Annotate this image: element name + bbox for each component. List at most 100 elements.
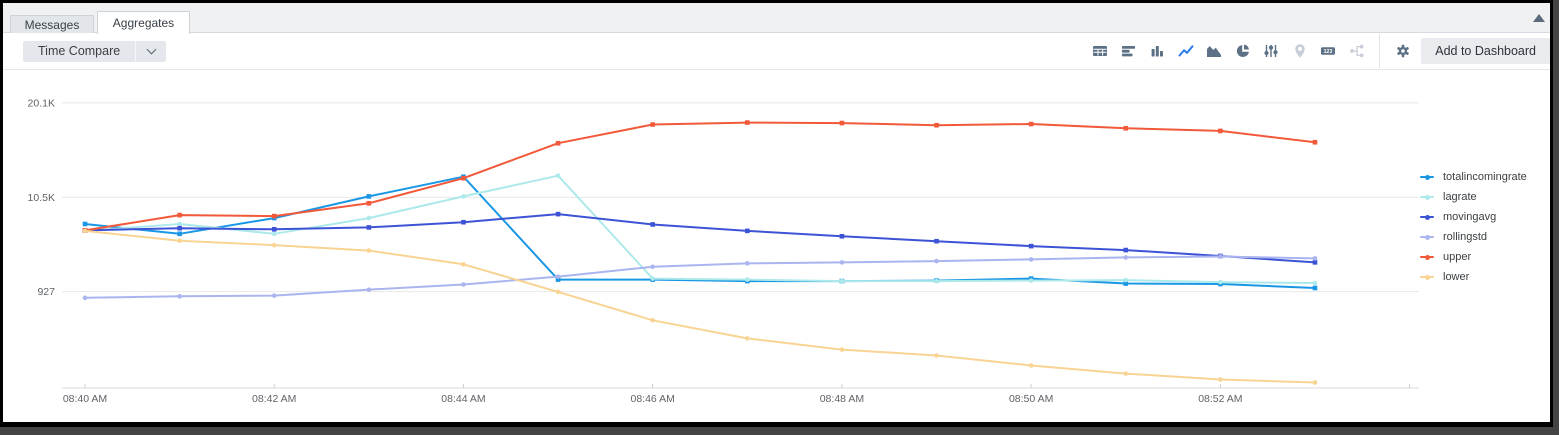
data-point-lagrate[interactable] xyxy=(1123,277,1129,283)
data-point-lagrate[interactable] xyxy=(461,194,466,199)
map-pin-icon[interactable] xyxy=(1288,39,1312,63)
data-point-lower[interactable] xyxy=(1123,371,1129,376)
data-point-rollingstd[interactable] xyxy=(1028,257,1034,262)
legend-item-upper[interactable]: upper xyxy=(1420,247,1527,267)
data-point-rollingstd[interactable] xyxy=(650,264,655,270)
data-point-upper[interactable] xyxy=(271,213,277,219)
cluster-icon[interactable] xyxy=(1345,39,1369,63)
data-point-lower[interactable] xyxy=(934,353,939,358)
data-point-lower[interactable] xyxy=(1218,377,1223,382)
data-point-rollingstd[interactable] xyxy=(271,293,277,298)
data-point-rollingstd[interactable] xyxy=(177,294,182,299)
data-point-lagrate[interactable] xyxy=(366,215,372,221)
collapse-panel-icon[interactable] xyxy=(1533,14,1545,22)
series-line-rollingstd[interactable] xyxy=(84,255,1316,299)
area-chart-icon[interactable] xyxy=(1202,39,1226,63)
data-point-movingavg[interactable] xyxy=(177,225,182,231)
data-point-movingavg[interactable] xyxy=(839,233,845,239)
data-point-movingavg[interactable] xyxy=(1123,247,1129,253)
sliders-icon[interactable] xyxy=(1259,39,1283,63)
data-point-upper[interactable] xyxy=(177,212,182,218)
data-point-lower[interactable] xyxy=(461,262,466,267)
legend-item-lagrate[interactable]: lagrate xyxy=(1420,187,1527,207)
time-compare-button[interactable]: Time Compare xyxy=(23,40,167,62)
series-line-upper[interactable] xyxy=(84,121,1316,232)
gear-icon[interactable] xyxy=(1391,39,1415,63)
data-point-movingavg[interactable] xyxy=(271,226,277,232)
data-point-lower[interactable] xyxy=(177,238,182,244)
data-point-lagrate[interactable] xyxy=(271,231,277,237)
data-point-totalincomingrate[interactable] xyxy=(1123,281,1129,286)
legend-item-totalincomingrate[interactable]: totalincomingrate xyxy=(1420,167,1527,187)
bar-chart-icon[interactable] xyxy=(1145,39,1169,63)
data-point-rollingstd[interactable] xyxy=(1123,255,1129,260)
data-point-rollingstd[interactable] xyxy=(839,260,845,265)
series-line-movingavg[interactable] xyxy=(84,213,1316,264)
tab-aggregates[interactable]: Aggregates xyxy=(97,11,190,34)
data-point-movingavg[interactable] xyxy=(650,222,655,227)
tab-messages[interactable]: Messages xyxy=(10,15,94,33)
pie-chart-icon[interactable] xyxy=(1231,39,1255,63)
data-point-lower[interactable] xyxy=(1028,363,1034,368)
chevron-down-icon[interactable] xyxy=(136,41,166,62)
data-point-upper[interactable] xyxy=(745,120,750,125)
data-point-lower[interactable] xyxy=(745,336,750,341)
data-point-lagrate[interactable] xyxy=(934,278,939,284)
data-point-lagrate[interactable] xyxy=(1028,278,1034,283)
data-point-lagrate[interactable] xyxy=(1218,279,1223,285)
data-point-lagrate[interactable] xyxy=(555,173,561,179)
data-point-lower[interactable] xyxy=(82,228,88,234)
data-point-upper[interactable] xyxy=(1123,125,1129,131)
data-point-rollingstd[interactable] xyxy=(461,282,466,287)
data-point-upper[interactable] xyxy=(366,200,372,206)
line-chart-icon[interactable] xyxy=(1174,39,1198,63)
data-point-rollingstd[interactable] xyxy=(555,274,561,279)
table-icon[interactable] xyxy=(1088,39,1112,63)
bar-chart-horizontal-icon[interactable] xyxy=(1117,39,1141,63)
data-point-lagrate[interactable] xyxy=(745,277,750,282)
data-point-movingavg[interactable] xyxy=(366,225,372,230)
number-badge-icon[interactable]: 123 xyxy=(1316,39,1340,63)
data-point-rollingstd[interactable] xyxy=(366,287,372,292)
data-point-upper[interactable] xyxy=(934,122,939,128)
data-point-lower[interactable] xyxy=(650,317,655,323)
data-point-lagrate[interactable] xyxy=(177,221,182,227)
data-point-upper[interactable] xyxy=(461,175,466,181)
data-point-movingavg[interactable] xyxy=(934,238,939,244)
data-point-lagrate[interactable] xyxy=(650,276,655,281)
data-point-movingavg[interactable] xyxy=(461,219,466,225)
data-point-rollingstd[interactable] xyxy=(82,295,88,301)
data-point-totalincomingrate[interactable] xyxy=(177,231,182,237)
line-chart-canvas[interactable]: 20.1K 10.5K 927 08:40 AM 08:42 AM 08:44 AM 08:… xyxy=(3,70,1553,424)
data-point-lower[interactable] xyxy=(271,242,277,248)
data-point-lagrate[interactable] xyxy=(839,278,845,284)
series-line-lower[interactable] xyxy=(84,229,1316,384)
data-point-movingavg[interactable] xyxy=(1028,243,1034,249)
data-point-totalincomingrate[interactable] xyxy=(82,221,88,227)
data-point-movingavg[interactable] xyxy=(555,211,561,217)
data-point-rollingstd[interactable] xyxy=(745,261,750,266)
data-point-movingavg[interactable] xyxy=(745,228,750,234)
data-point-upper[interactable] xyxy=(839,120,845,126)
data-point-lagrate[interactable] xyxy=(1312,280,1318,286)
data-point-totalincomingrate[interactable] xyxy=(1312,285,1318,291)
series-line-lagrate[interactable] xyxy=(84,174,1316,284)
data-point-movingavg[interactable] xyxy=(1312,260,1318,265)
legend-item-movingavg[interactable]: movingavg xyxy=(1420,207,1527,227)
data-point-upper[interactable] xyxy=(1218,128,1223,134)
data-point-lower[interactable] xyxy=(555,289,561,295)
data-point-lower[interactable] xyxy=(839,347,845,352)
data-point-rollingstd[interactable] xyxy=(1218,254,1223,259)
data-point-lower[interactable] xyxy=(366,248,372,253)
data-point-upper[interactable] xyxy=(555,140,561,146)
data-point-totalincomingrate[interactable] xyxy=(366,194,372,199)
legend-item-rollingstd[interactable]: rollingstd xyxy=(1420,227,1527,247)
data-point-rollingstd[interactable] xyxy=(1312,256,1318,261)
data-point-upper[interactable] xyxy=(1028,121,1034,127)
add-to-dashboard-button[interactable]: Add to Dashboard xyxy=(1421,38,1550,64)
legend-item-lower[interactable]: lower xyxy=(1420,267,1527,287)
data-point-upper[interactable] xyxy=(1312,139,1318,145)
data-point-upper[interactable] xyxy=(650,122,655,127)
data-point-totalincomingrate[interactable] xyxy=(555,277,561,282)
data-point-rollingstd[interactable] xyxy=(934,258,939,264)
